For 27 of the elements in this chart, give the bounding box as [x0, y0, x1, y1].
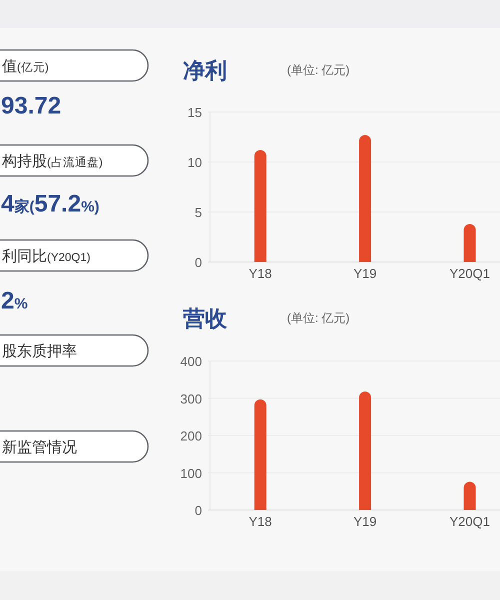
x-tick-label: Y18: [248, 514, 272, 529]
x-tick-label: Y19: [353, 514, 377, 529]
chart-title: 净利: [183, 58, 227, 83]
y-tick-label: 5: [194, 205, 202, 220]
text: 4家(57.2%): [1, 190, 100, 218]
x-tick-label: Y18: [248, 266, 272, 281]
text: 构持股(占流通盘): [1, 153, 103, 170]
y-tick-label: 100: [180, 466, 202, 481]
y-tick-label: 0: [194, 503, 202, 518]
y-tick-label: 200: [180, 428, 202, 444]
y-tick-label: 15: [188, 105, 202, 120]
x-tick-label: Y20Q1: [450, 514, 490, 529]
text: 利同比(Y20Q1): [2, 248, 91, 265]
chart-subtitle: (单位: 亿元): [287, 63, 350, 77]
y-tick-label: 10: [188, 155, 202, 170]
x-tick-label: Y19: [353, 266, 377, 281]
y-tick-label: 400: [180, 354, 202, 369]
chart-title: 营收: [182, 306, 228, 331]
text: 值(亿元): [2, 58, 49, 75]
y-tick-label: 0: [194, 255, 202, 270]
x-tick-label: Y20Q1: [450, 266, 490, 281]
text: 新监管情况: [2, 439, 77, 456]
text: 2%: [1, 288, 28, 314]
chart-subtitle: (单位: 亿元): [287, 311, 350, 325]
y-tick-label: 300: [180, 391, 202, 406]
text: 股东质押率: [2, 343, 77, 360]
text: 93.72: [1, 92, 62, 120]
